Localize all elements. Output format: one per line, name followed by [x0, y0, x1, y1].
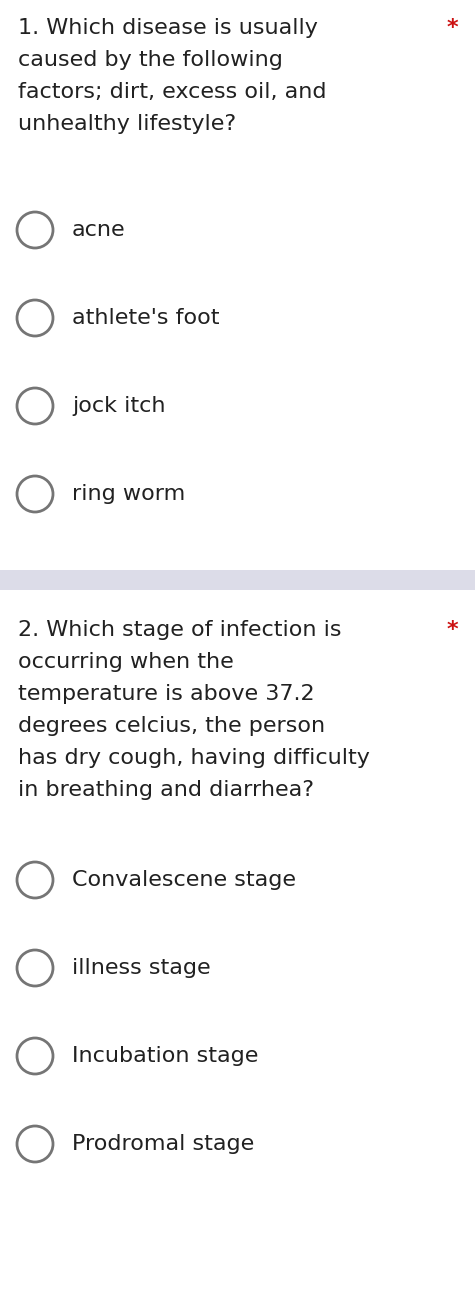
Text: unhealthy lifestyle?: unhealthy lifestyle?	[18, 114, 236, 134]
Text: degrees celcius, the person: degrees celcius, the person	[18, 716, 325, 737]
Bar	[0, 570, 475, 590]
Text: 2. Which stage of infection is: 2. Which stage of infection is	[18, 620, 342, 639]
Text: *: *	[446, 18, 458, 38]
Text: jock itch: jock itch	[72, 397, 165, 416]
Text: has dry cough, having difficulty: has dry cough, having difficulty	[18, 748, 370, 768]
Text: *: *	[446, 620, 458, 639]
Text: in breathing and diarrhea?: in breathing and diarrhea?	[18, 780, 314, 800]
Text: temperature is above 37.2: temperature is above 37.2	[18, 684, 314, 704]
Text: Convalescene stage: Convalescene stage	[72, 871, 296, 890]
Text: factors; dirt, excess oil, and: factors; dirt, excess oil, and	[18, 81, 326, 102]
Text: ring worm: ring worm	[72, 484, 185, 504]
Text: athlete's foot: athlete's foot	[72, 309, 219, 328]
Text: Incubation stage: Incubation stage	[72, 1046, 258, 1066]
Text: caused by the following: caused by the following	[18, 50, 283, 70]
Text: Prodromal stage: Prodromal stage	[72, 1134, 254, 1154]
Text: 1. Which disease is usually: 1. Which disease is usually	[18, 18, 318, 38]
Text: occurring when the: occurring when the	[18, 653, 234, 672]
Text: acne: acne	[72, 221, 125, 240]
Text: illness stage: illness stage	[72, 958, 210, 978]
